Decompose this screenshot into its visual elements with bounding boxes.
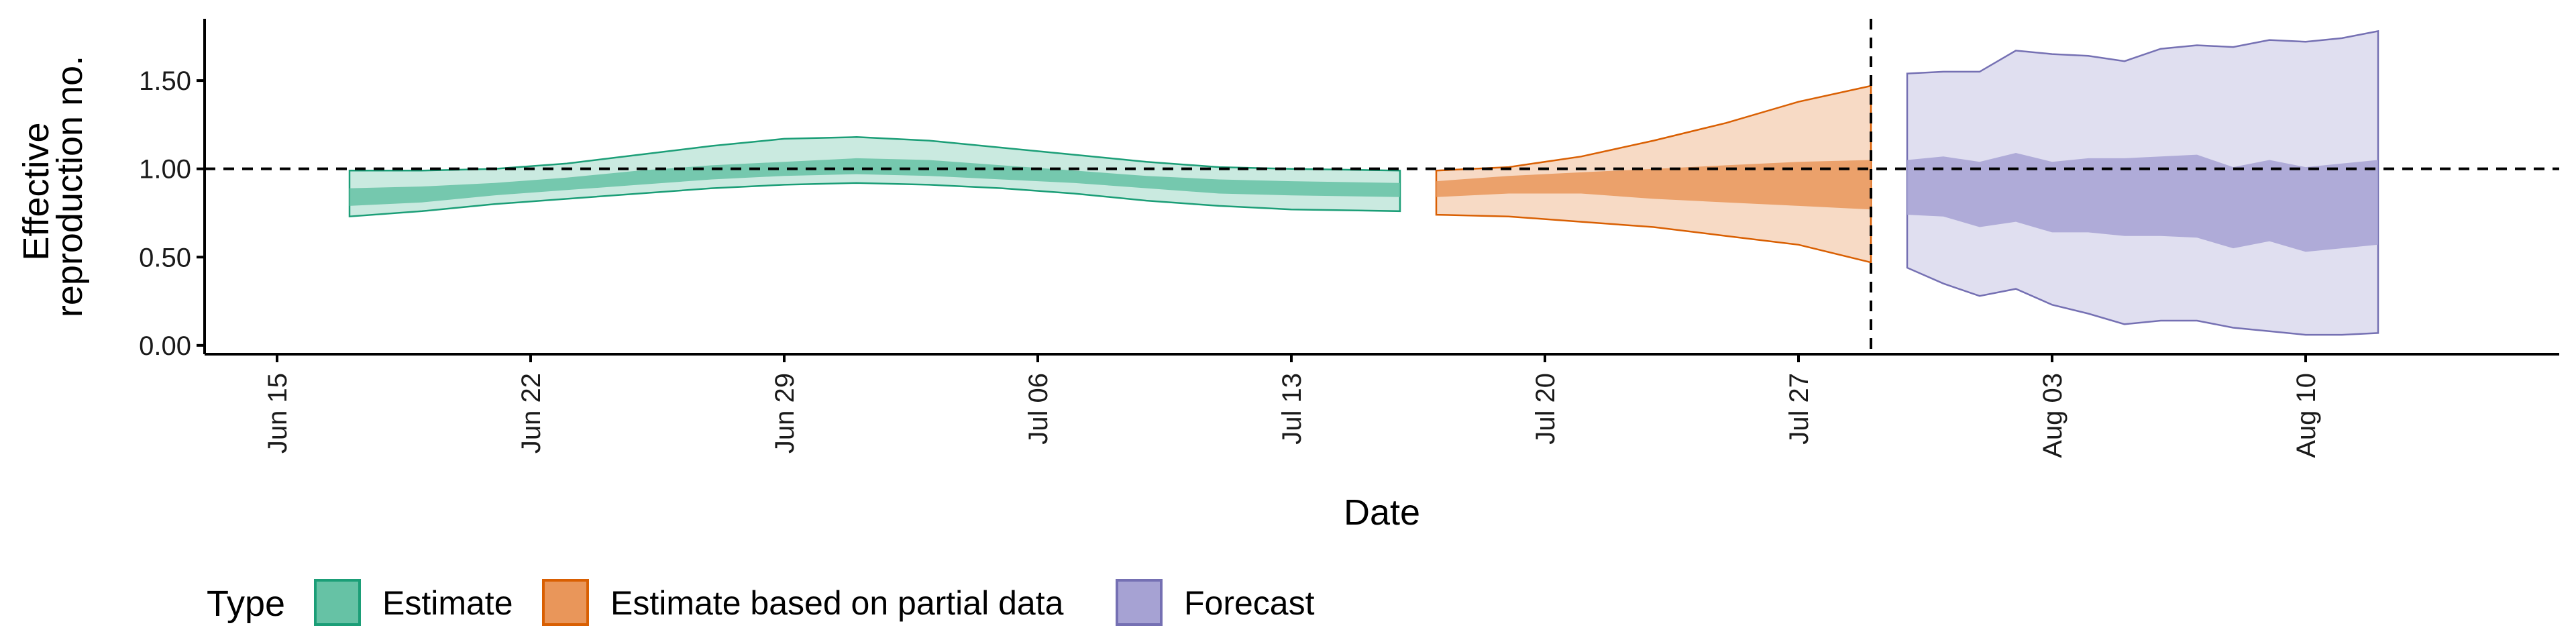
x-tick-label: Jul 27: [1784, 373, 1814, 445]
band-inner-series-2: [1907, 153, 2378, 252]
chart-bands: [348, 30, 2379, 336]
y-axis-title: Effective reproduction no.: [16, 56, 90, 317]
x-tick-label: Jun 29: [770, 373, 800, 453]
legend-label-series-0: Estimate: [382, 584, 513, 622]
y-axis-title-line-2: reproduction no.: [50, 56, 90, 317]
y-axis-title-line-1: Effective: [16, 122, 56, 260]
legend-key-series-2: [1116, 579, 1163, 626]
x-tick-label: Jun 15: [263, 373, 292, 453]
legend-title: Type: [207, 584, 285, 624]
y-tick-label: 0.00: [139, 331, 191, 361]
band-outer-series-0: [348, 136, 1401, 218]
x-tick-label: Jul 13: [1277, 373, 1307, 445]
y-tick-label: 1.50: [139, 66, 191, 96]
x-axis-title: Date: [1344, 492, 1420, 533]
band-inner-series-0: [350, 158, 1400, 206]
x-tick-label: Aug 03: [2038, 373, 2068, 458]
legend: Type Estimate Estimate based on partial d…: [207, 579, 1315, 626]
legend-key-series-0: [314, 579, 361, 626]
band-inner-series-1: [1436, 160, 1871, 210]
x-tick-label: Aug 10: [2292, 373, 2321, 458]
legend-label-series-2: Forecast: [1184, 584, 1315, 622]
y-tick-label: 1.00: [139, 155, 191, 184]
x-tick-label: Jun 22: [517, 373, 546, 453]
y-tick-label: 0.50: [139, 243, 191, 272]
y-axis-ticks: 0.00 0.50 1.00 1.50: [139, 66, 205, 361]
x-axis-ticks: Jun 15 Jun 22 Jun 29 Jul 06 Jul 13 Jul 20 Jul …: [263, 354, 2321, 458]
x-tick-label: Jul 20: [1531, 373, 1560, 445]
legend-label-series-1: Estimate based on partial data: [610, 584, 1064, 622]
legend-key-series-1: [542, 579, 589, 626]
x-tick-label: Jul 06: [1024, 373, 1053, 445]
